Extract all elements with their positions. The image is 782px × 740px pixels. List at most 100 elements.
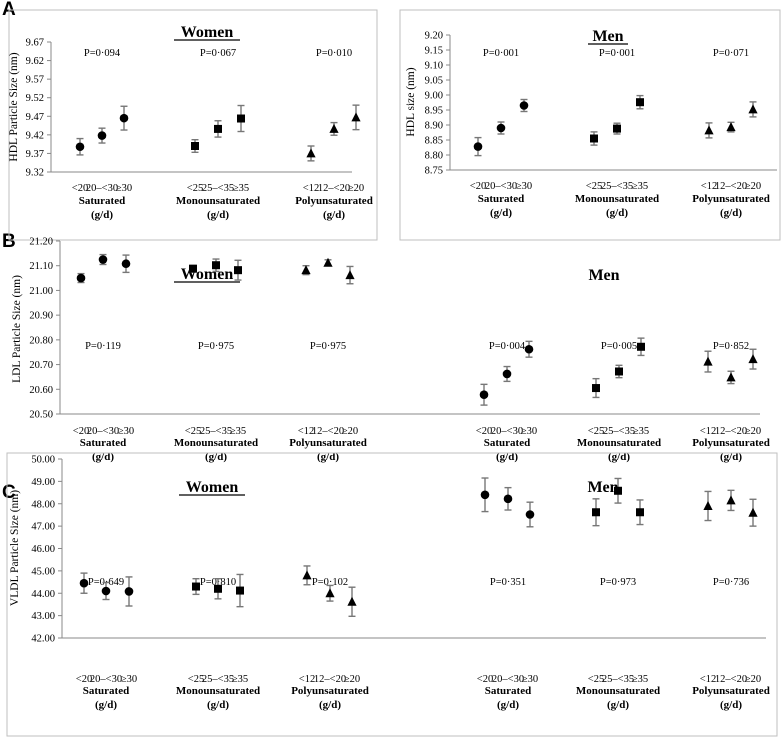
group-label: Polyunsaturated <box>295 195 373 207</box>
x-category-label: <12 <box>700 674 716 685</box>
marker-square <box>234 266 242 275</box>
data-point <box>192 578 200 596</box>
x-category-label: 12–<20 <box>715 426 747 437</box>
x-category-label: ≥30 <box>118 426 134 437</box>
marker-circle <box>76 273 86 283</box>
x-category-label: 12–<20 <box>312 426 344 437</box>
chart-frame <box>8 9 378 241</box>
panel-letter-b: B <box>2 231 16 252</box>
group-unit-label: (g/d) <box>607 699 629 711</box>
x-category-label: ≥20 <box>745 181 761 192</box>
marker-square <box>636 98 644 107</box>
y-tick-label: 44.00 <box>31 589 55 600</box>
group-label: Saturated <box>485 685 531 697</box>
panel-title-women: Women <box>181 24 234 41</box>
data-point <box>214 120 222 138</box>
marker-triangle <box>306 148 316 158</box>
marker-square <box>614 486 622 495</box>
y-tick-label: 21.20 <box>29 237 53 248</box>
group-unit-label: (g/d) <box>91 209 113 221</box>
marker-triangle <box>726 372 736 382</box>
marker-circle <box>75 142 85 152</box>
group-unit-label: (g/d) <box>205 451 227 463</box>
data-point <box>306 145 316 162</box>
data-point <box>347 586 357 617</box>
x-category-label: ≥35 <box>633 426 649 437</box>
y-tick-label: 43.00 <box>31 611 55 622</box>
y-axis-label: LDL Particle Size (nm) <box>11 275 23 383</box>
marker-circle <box>496 123 506 133</box>
group-unit-label: (g/d) <box>490 207 512 219</box>
group-unit-label: (g/d) <box>207 699 229 711</box>
x-category-label: 25–<35 <box>202 183 234 194</box>
x-category-label: ≥30 <box>116 183 132 194</box>
data-point <box>524 340 534 358</box>
x-category-label: ≥20 <box>348 183 364 194</box>
marker-circle <box>97 131 107 140</box>
x-category-label: ≥35 <box>233 183 249 194</box>
y-tick-label: 8.90 <box>425 121 443 132</box>
data-point <box>704 122 714 139</box>
data-point <box>748 348 758 370</box>
x-category-label: ≥35 <box>232 674 248 685</box>
data-point <box>726 370 736 385</box>
data-point <box>502 365 512 383</box>
marker-circle <box>503 494 513 504</box>
group-label: Saturated <box>80 437 126 449</box>
x-category-label: 12–<20 <box>318 183 350 194</box>
p-value-label: P=0·975 <box>198 341 234 352</box>
data-point <box>121 254 131 274</box>
data-point <box>614 477 622 504</box>
group-label: Saturated <box>478 193 524 205</box>
marker-triangle <box>704 125 714 135</box>
marker-circle <box>473 142 483 151</box>
panel-title-men: Men <box>588 267 619 284</box>
marker-square <box>636 508 644 517</box>
p-value-label: P=0·852 <box>713 341 749 352</box>
x-category-label: 20–<30 <box>485 181 517 192</box>
group-label: Monounsaturated <box>174 437 258 449</box>
p-value-label: P=0·351 <box>490 577 526 588</box>
x-category-label: 25–<35 <box>601 181 633 192</box>
p-value-label: P=0·736 <box>713 577 749 588</box>
marker-square <box>592 508 600 517</box>
group-unit-label: (g/d) <box>496 451 518 463</box>
group-label: Saturated <box>79 195 125 207</box>
data-point <box>101 581 111 601</box>
x-category-label: 20–<30 <box>90 674 122 685</box>
marker-triangle <box>726 122 736 132</box>
marker-square <box>214 584 222 593</box>
x-category-label: ≥30 <box>522 674 538 685</box>
x-category-label: <12 <box>700 426 716 437</box>
p-value-label: P=0·067 <box>200 48 236 59</box>
marker-circle <box>121 259 131 269</box>
marker-triangle <box>325 588 335 598</box>
y-tick-label: 20.50 <box>29 410 53 421</box>
x-category-label: 25–<35 <box>602 674 634 685</box>
group-unit-label: (g/d) <box>207 209 229 221</box>
group-unit-label: (g/d) <box>95 699 117 711</box>
y-axis-label: VLDL Particle Size (nm) <box>9 490 21 606</box>
y-tick-label: 45.00 <box>31 566 55 577</box>
marker-circle <box>502 369 512 379</box>
data-point <box>496 121 506 135</box>
p-value-label: P=0·071 <box>713 48 749 59</box>
group-label: Polyunsaturated <box>291 685 369 697</box>
x-category-label: <25 <box>588 426 604 437</box>
data-point <box>615 364 623 379</box>
x-category-label: ≥20 <box>745 674 761 685</box>
data-point <box>345 265 355 285</box>
group-unit-label: (g/d) <box>92 451 114 463</box>
data-point <box>748 498 758 527</box>
group-label: Polyunsaturated <box>692 685 770 697</box>
x-category-label: 20–<30 <box>491 426 523 437</box>
group-label: Polyunsaturated <box>692 437 770 449</box>
marker-circle <box>525 510 535 519</box>
x-category-label: 25–<35 <box>202 674 234 685</box>
x-category-label: ≥35 <box>632 674 648 685</box>
data-point <box>473 136 483 157</box>
data-point <box>613 122 621 135</box>
marker-triangle <box>703 356 713 366</box>
marker-circle <box>98 255 108 264</box>
data-point <box>519 98 529 113</box>
